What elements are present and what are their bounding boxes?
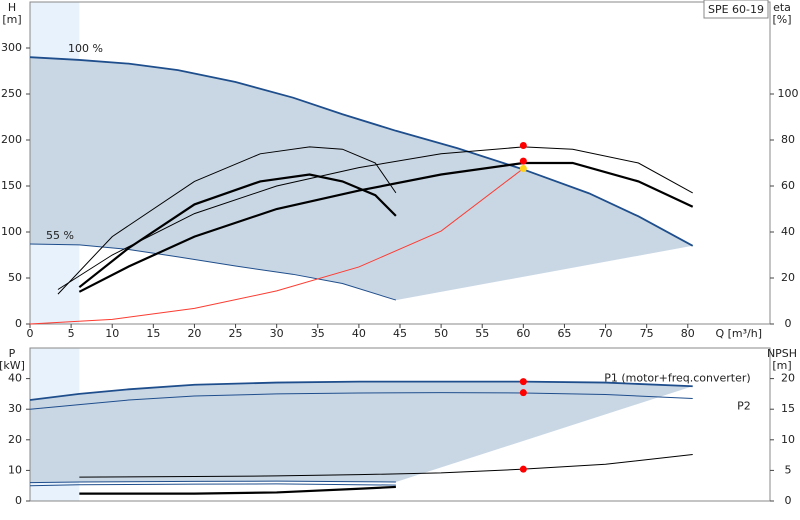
y2-axis-label: NPSH (767, 347, 797, 360)
y2-tick-label: 100 (778, 87, 799, 100)
operating-point (519, 465, 527, 473)
y2-tick-label: 80 (781, 133, 795, 146)
x-tick-label: 0 (27, 327, 34, 340)
x-tick-label: 35 (311, 327, 325, 340)
operating-point (519, 378, 527, 386)
y2-tick-label: 0 (785, 494, 792, 507)
y2-axis-label: [%] (772, 13, 791, 26)
operating-point (519, 157, 527, 165)
x-tick-label: 5 (68, 327, 75, 340)
y-tick-label: 20 (8, 433, 22, 446)
operating-point (519, 142, 527, 150)
y-axis-label: [m] (2, 13, 21, 26)
series-line (79, 453, 693, 478)
y2-tick-label: 20 (781, 271, 795, 284)
y2-axis-label: [m] (772, 359, 791, 372)
x-tick-label: 65 (557, 327, 571, 340)
x-axis-label: Q [m³/h] (715, 327, 762, 340)
x-tick-label: 60 (516, 327, 530, 340)
y-tick-label: 0 (15, 494, 22, 507)
y-tick-label: 10 (8, 463, 22, 476)
y-tick-label: 0 (15, 317, 22, 330)
y2-tick-label: 40 (781, 225, 795, 238)
y-axis-label: H (8, 1, 16, 14)
series-line (29, 392, 693, 410)
x-tick-label: 20 (187, 327, 201, 340)
x-tick-label: 15 (146, 327, 160, 340)
y2-tick-label: 60 (781, 179, 795, 192)
x-tick-label: 55 (475, 327, 489, 340)
y-tick-label: 200 (1, 133, 22, 146)
x-tick-label: 40 (352, 327, 366, 340)
series-label: 55 % (46, 229, 74, 242)
chart-title: SPE 60-19 (708, 3, 764, 16)
y2-tick-label: 5 (785, 463, 792, 476)
y-tick-label: 300 (1, 41, 22, 54)
y-axis-label: P (9, 347, 16, 360)
operating-area (30, 381, 693, 483)
operating-point (519, 389, 527, 397)
x-tick-label: 70 (599, 327, 613, 340)
series-line (78, 173, 397, 289)
series-line (79, 485, 396, 495)
y2-axis-label: eta (773, 1, 791, 14)
series-line (29, 480, 396, 484)
x-tick-label: 75 (640, 327, 654, 340)
series-line (29, 483, 396, 487)
operating-area (30, 57, 693, 301)
y-axis-label: [kW] (0, 359, 25, 372)
series-line (57, 146, 397, 295)
series-line (29, 380, 693, 401)
series-line (29, 168, 524, 325)
y-tick-label: 40 (8, 372, 22, 385)
series-label: 100 % (68, 42, 103, 55)
y-tick-label: 100 (1, 225, 22, 238)
y-tick-label: 30 (8, 402, 22, 415)
y-tick-label: 50 (8, 271, 22, 284)
x-tick-label: 30 (270, 327, 284, 340)
plot-frame (29, 347, 771, 502)
x-tick-label: 45 (393, 327, 407, 340)
series-label: P2 (737, 399, 751, 412)
series-line (29, 56, 694, 247)
y2-tick-label: 20 (781, 372, 795, 385)
y2-tick-label: 0 (785, 317, 792, 330)
series-line (29, 243, 397, 301)
title-box (703, 0, 769, 19)
series-label: P1 (motor+freq.converter) (604, 371, 751, 384)
x-tick-label: 25 (229, 327, 243, 340)
y-tick-label: 250 (1, 87, 22, 100)
operating-point (519, 165, 527, 173)
x-tick-label: 50 (434, 327, 448, 340)
x-tick-label: 10 (105, 327, 119, 340)
series-line (57, 146, 693, 290)
x-tick-label: 80 (681, 327, 695, 340)
y2-tick-label: 15 (781, 402, 795, 415)
y-tick-label: 150 (1, 179, 22, 192)
series-line (78, 161, 694, 293)
y2-tick-label: 10 (781, 433, 795, 446)
